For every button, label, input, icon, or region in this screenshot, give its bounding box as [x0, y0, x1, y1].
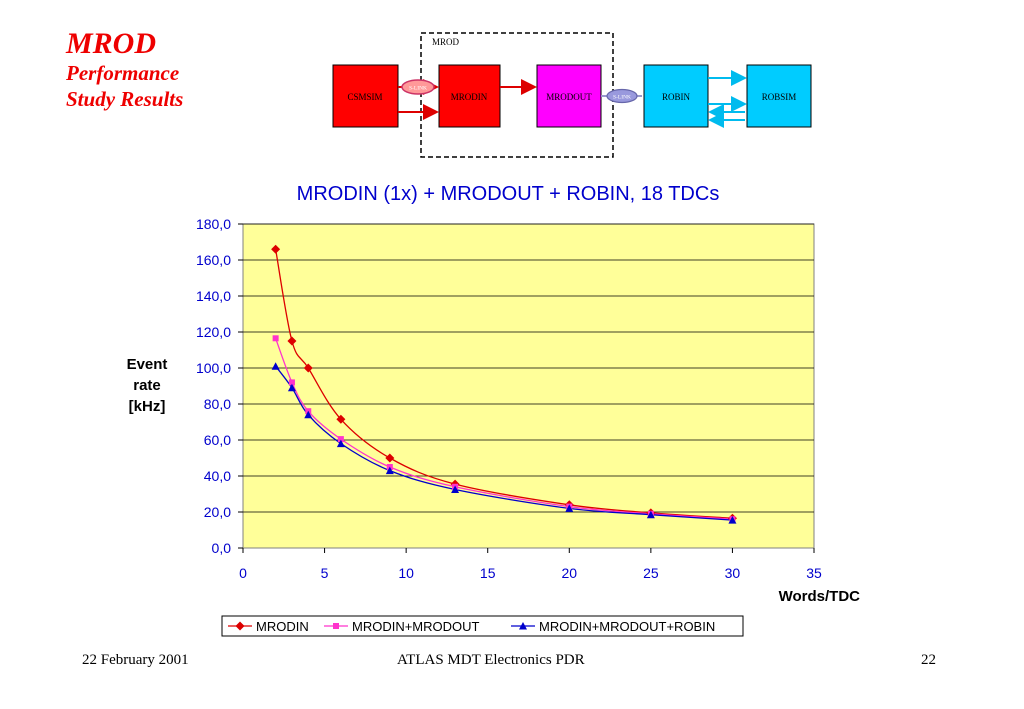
data-point-series-0 [336, 414, 346, 424]
y-tick-label: 160,0 [196, 252, 231, 268]
data-point-series-0 [271, 244, 281, 254]
footer-date: 22 February 2001 [82, 652, 189, 668]
data-point-series-2 [304, 410, 313, 419]
block-mrodout [536, 64, 602, 128]
series-lines [274, 249, 733, 521]
data-point-series-2 [728, 516, 737, 524]
block-csmsim-label: CSMSIM [347, 92, 382, 102]
event-rate-chart: MRODIN (1x) + MRODOUT + ROBIN, 18 TDCs 0… [127, 183, 861, 637]
x-tick-label: 35 [806, 565, 822, 581]
data-point-series-1 [288, 379, 295, 386]
y-tick-label: 180,0 [196, 216, 231, 232]
series-line-0 [274, 249, 733, 519]
legend-marker [333, 623, 339, 629]
mrod-group-label: MROD [432, 37, 460, 47]
y-tick-label: 140,0 [196, 288, 231, 304]
slide-title-block: MROD Performance Study Results [66, 28, 183, 112]
block-csmsim [332, 64, 399, 128]
block-robin-label: ROBIN [662, 92, 691, 102]
slink-badge-1-label: S-LINK [409, 86, 427, 92]
legend-label: MRODIN+MRODOUT [352, 619, 480, 634]
legend-label: MRODIN [256, 619, 309, 634]
x-tick-label: 20 [561, 565, 577, 581]
data-point-series-1 [272, 335, 279, 342]
y-tick-label: 20,0 [204, 504, 231, 520]
data-point-series-0 [303, 363, 313, 373]
block-robsim [746, 64, 812, 128]
x-tick-label: 25 [643, 565, 659, 581]
x-axis-ticks: 0 5 10 15 20 25 30 35 [239, 548, 822, 581]
data-point-series-1 [337, 436, 344, 443]
data-point-series-0 [385, 453, 395, 463]
gridlines [243, 223, 814, 513]
y-axis-ticks: 0,0 20,0 40,0 60,0 80,0 100,0 120,0 140,0 160,0 1… [196, 216, 243, 556]
y-tick-label: 60,0 [204, 432, 231, 448]
footer-center: ATLAS MDT Electronics PDR [397, 652, 585, 668]
data-point-series-0 [287, 336, 297, 346]
y-axis-label-line1: Event [127, 356, 168, 373]
data-point-series-2 [385, 466, 394, 475]
block-robsim-label: ROBSIM [762, 92, 797, 102]
slide-subtitle-line2: Study Results [66, 87, 184, 111]
series-line-2 [275, 365, 733, 521]
x-tick-label: 30 [725, 565, 741, 581]
y-tick-label: 0,0 [212, 540, 232, 556]
y-tick-label: 120,0 [196, 324, 231, 340]
slink-badge-1 [401, 79, 435, 95]
y-tick-label: 40,0 [204, 468, 231, 484]
legend: MRODIN MRODIN+MRODOUT MRODIN+MRODOUT+ROBIN [221, 615, 744, 637]
data-point-series-2 [336, 439, 345, 448]
legend-box [221, 615, 744, 637]
mrod-group-box [420, 32, 614, 158]
data-point-series-2 [271, 362, 280, 370]
data-point-series-2 [565, 504, 574, 512]
legend-label: MRODIN+MRODOUT+ROBIN [539, 619, 715, 634]
x-tick-label: 0 [239, 565, 247, 581]
block-mrodout-label: MRODOUT [546, 92, 592, 102]
footer-page-number: 22 [921, 652, 936, 668]
mrod-block-diagram: MROD CSMSIM MRODIN MRODOUT ROBIN ROBSIM … [332, 32, 812, 158]
slide-subtitle-line1: Performance [66, 61, 180, 85]
data-point-series-2 [287, 383, 296, 392]
block-mrodin-label: MRODIN [451, 92, 488, 102]
series-markers [271, 244, 737, 524]
data-point-series-2 [451, 485, 460, 493]
x-axis-label: Words/TDC [779, 588, 861, 605]
legend-marker [235, 621, 245, 631]
slink-badge-2-label: S-LINK [613, 95, 631, 101]
x-tick-label: 10 [398, 565, 414, 581]
plot-area [242, 223, 815, 549]
y-tick-label: 80,0 [204, 396, 231, 412]
slide-title: MROD [66, 27, 157, 60]
legend-marker [519, 622, 527, 630]
slink-badge-2 [606, 88, 638, 104]
block-robin [643, 64, 709, 128]
y-axis-label-line2: rate [133, 377, 161, 394]
y-tick-label: 100,0 [196, 360, 231, 376]
chart-title: MRODIN (1x) + MRODOUT + ROBIN, 18 TDCs [297, 183, 720, 205]
block-mrodin [438, 64, 501, 128]
x-tick-label: 15 [480, 565, 496, 581]
series-line-1 [275, 338, 733, 520]
x-tick-label: 5 [321, 565, 329, 581]
y-axis-label-line3: [kHz] [129, 398, 166, 415]
data-point-series-2 [646, 510, 655, 519]
